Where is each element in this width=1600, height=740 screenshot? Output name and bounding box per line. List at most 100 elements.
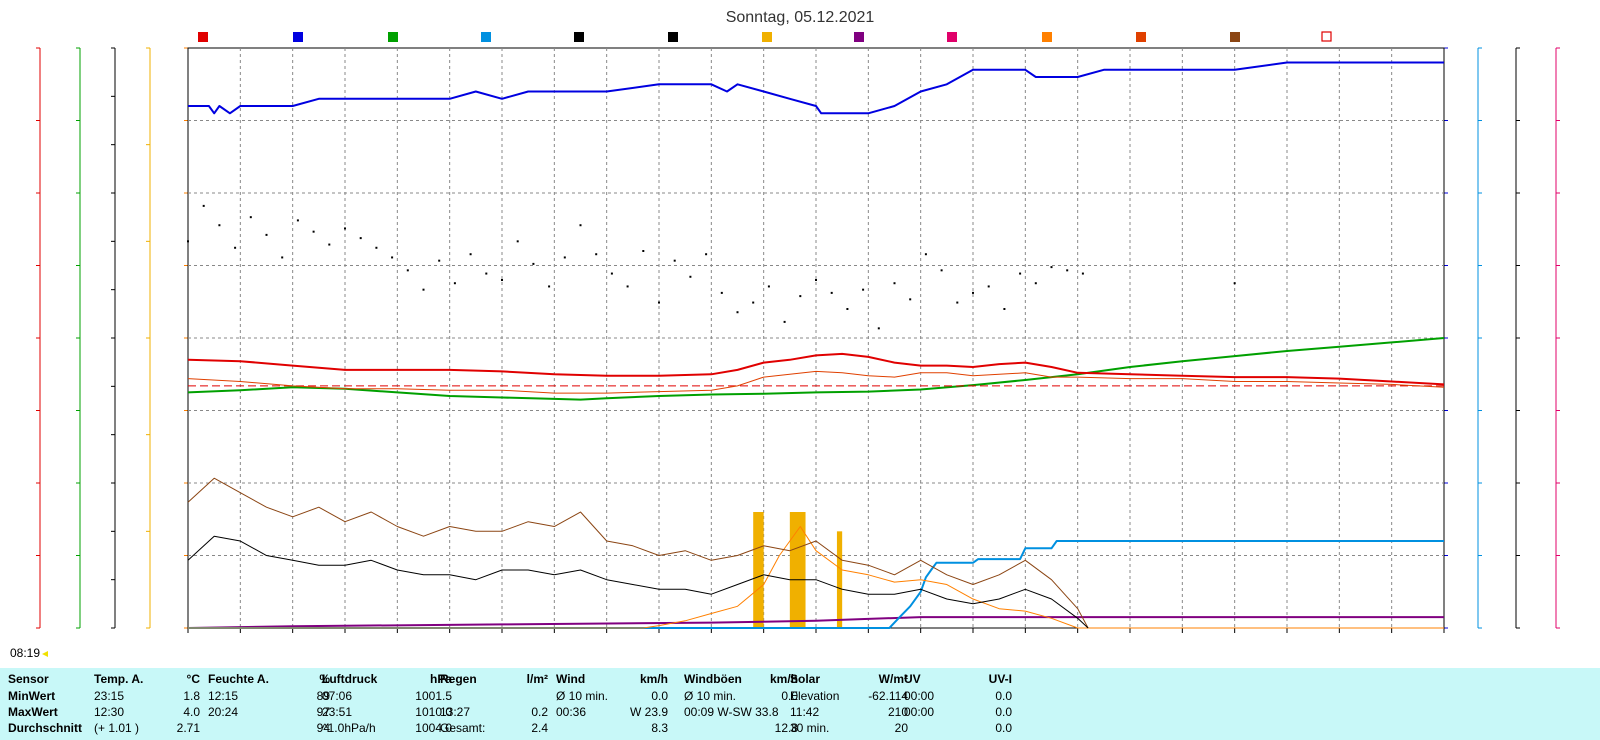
point-richtung bbox=[548, 285, 551, 288]
point-richtung bbox=[312, 230, 315, 233]
point-richtung bbox=[815, 279, 817, 281]
legend-swatch bbox=[854, 32, 864, 42]
grid bbox=[188, 48, 1444, 628]
stats-header: W/m² bbox=[878, 672, 908, 686]
right-axes bbox=[1443, 47, 1560, 629]
line-temp-a bbox=[187, 352, 1445, 386]
stats-cell: 12.8 bbox=[774, 721, 798, 735]
point-richtung bbox=[1081, 272, 1084, 275]
point-richtung bbox=[720, 291, 723, 294]
point-richtung bbox=[375, 246, 378, 249]
legend-swatch bbox=[762, 32, 772, 42]
stats-cell: 1010.0 bbox=[415, 705, 452, 719]
stats-row-label: MaxWert bbox=[8, 705, 58, 719]
point-richtung bbox=[391, 256, 394, 259]
stats-header: Solar bbox=[790, 672, 821, 686]
bar-sonnenschein bbox=[753, 512, 764, 628]
point-richtung bbox=[972, 291, 974, 294]
point-richtung bbox=[610, 272, 613, 275]
point-richtung bbox=[516, 240, 519, 243]
stats-cell: 20:24 bbox=[208, 705, 239, 719]
stats-cell: 210 bbox=[887, 705, 908, 719]
stats-cell: (+ 1.01 ) bbox=[94, 721, 140, 735]
point-richtung bbox=[218, 224, 221, 227]
point-richtung bbox=[406, 269, 409, 272]
point-richtung bbox=[846, 308, 849, 310]
stats-cell: Gesamt: bbox=[440, 721, 486, 735]
point-richtung bbox=[485, 272, 488, 275]
legend-swatch bbox=[388, 32, 398, 42]
legend-swatch bbox=[1321, 31, 1332, 42]
stats-cell: 1004.0 bbox=[415, 721, 452, 735]
legend-swatch bbox=[668, 32, 678, 42]
point-richtung bbox=[359, 237, 362, 240]
stats-cell: 0.0 bbox=[995, 721, 1012, 735]
point-richtung bbox=[1050, 266, 1053, 269]
stats-cell: 23:15 bbox=[94, 689, 125, 703]
point-richtung bbox=[799, 295, 802, 298]
point-richtung bbox=[422, 288, 425, 291]
stats-header: l/m² bbox=[526, 672, 548, 686]
point-richtung bbox=[987, 285, 990, 288]
stats-cell: 0.2 bbox=[531, 705, 548, 719]
point-richtung bbox=[563, 256, 566, 259]
stats-cell: 89 bbox=[316, 689, 330, 703]
chart-title: Sonntag, 05.12.2021 bbox=[726, 9, 875, 26]
point-richtung bbox=[626, 285, 629, 288]
weather-chart: Sonntag, 05.12.2021 08:19 bbox=[10, 9, 1560, 660]
stats-cell: 94 bbox=[316, 721, 330, 735]
point-richtung bbox=[877, 327, 880, 330]
point-richtung bbox=[658, 301, 660, 304]
time-marker-icon bbox=[42, 651, 48, 657]
stats-cell: 23:51 bbox=[322, 705, 353, 719]
stats-header: hPa bbox=[429, 672, 452, 686]
chart-marks bbox=[187, 61, 1445, 629]
point-richtung bbox=[862, 288, 865, 291]
point-richtung bbox=[752, 301, 755, 304]
point-richtung bbox=[501, 279, 503, 281]
point-richtung bbox=[830, 291, 833, 294]
point-richtung bbox=[924, 253, 927, 256]
point-richtung bbox=[234, 246, 237, 249]
point-richtung bbox=[956, 301, 959, 304]
stats-header: km/h bbox=[769, 672, 798, 686]
point-richtung bbox=[673, 259, 676, 262]
stats-header: UV-I bbox=[988, 672, 1012, 686]
stats-cell: 1001.5 bbox=[415, 689, 452, 703]
point-richtung bbox=[344, 227, 346, 230]
line-luftdruck bbox=[187, 337, 1445, 401]
point-richtung bbox=[249, 216, 252, 219]
point-richtung bbox=[532, 262, 535, 265]
left-axes bbox=[36, 47, 189, 629]
line-solar bbox=[188, 526, 1444, 629]
stats-cell: 2.4 bbox=[531, 721, 548, 735]
stats-header: Windböen bbox=[684, 672, 742, 686]
stats-cell: Elevation bbox=[790, 689, 840, 703]
point-richtung bbox=[1066, 269, 1069, 272]
point-richtung bbox=[1233, 282, 1236, 285]
stats-cell: 00:09 W-SW 33.8 bbox=[684, 705, 779, 719]
legend-swatch bbox=[1042, 32, 1052, 42]
stats-cell: 8.3 bbox=[651, 721, 668, 735]
stats-cell: 1.8 bbox=[183, 689, 200, 703]
stats-cell: 20 bbox=[894, 721, 908, 735]
stats-row-label: MinWert bbox=[8, 689, 56, 703]
point-richtung bbox=[1019, 272, 1022, 275]
stats-header: Regen bbox=[440, 672, 477, 686]
line-feuchte-a bbox=[188, 61, 1444, 115]
stats-cell: 30 min. bbox=[790, 721, 830, 735]
stats-cell: 0.0 bbox=[781, 689, 798, 703]
stats-header: Wind bbox=[556, 672, 586, 686]
stats-cell: 2.71 bbox=[176, 721, 200, 735]
line-taupunkt bbox=[187, 370, 1445, 394]
stats-cell: 00:36 bbox=[556, 705, 587, 719]
point-richtung bbox=[689, 275, 692, 278]
point-richtung bbox=[328, 243, 331, 246]
legend-swatch bbox=[947, 32, 957, 42]
stats-header: °C bbox=[186, 672, 200, 686]
stats-cell: -62.114 bbox=[868, 689, 908, 703]
point-richtung bbox=[642, 250, 645, 252]
point-richtung bbox=[909, 298, 912, 301]
stats-cell: 0.0 bbox=[651, 689, 668, 703]
legend-swatch bbox=[481, 32, 491, 42]
